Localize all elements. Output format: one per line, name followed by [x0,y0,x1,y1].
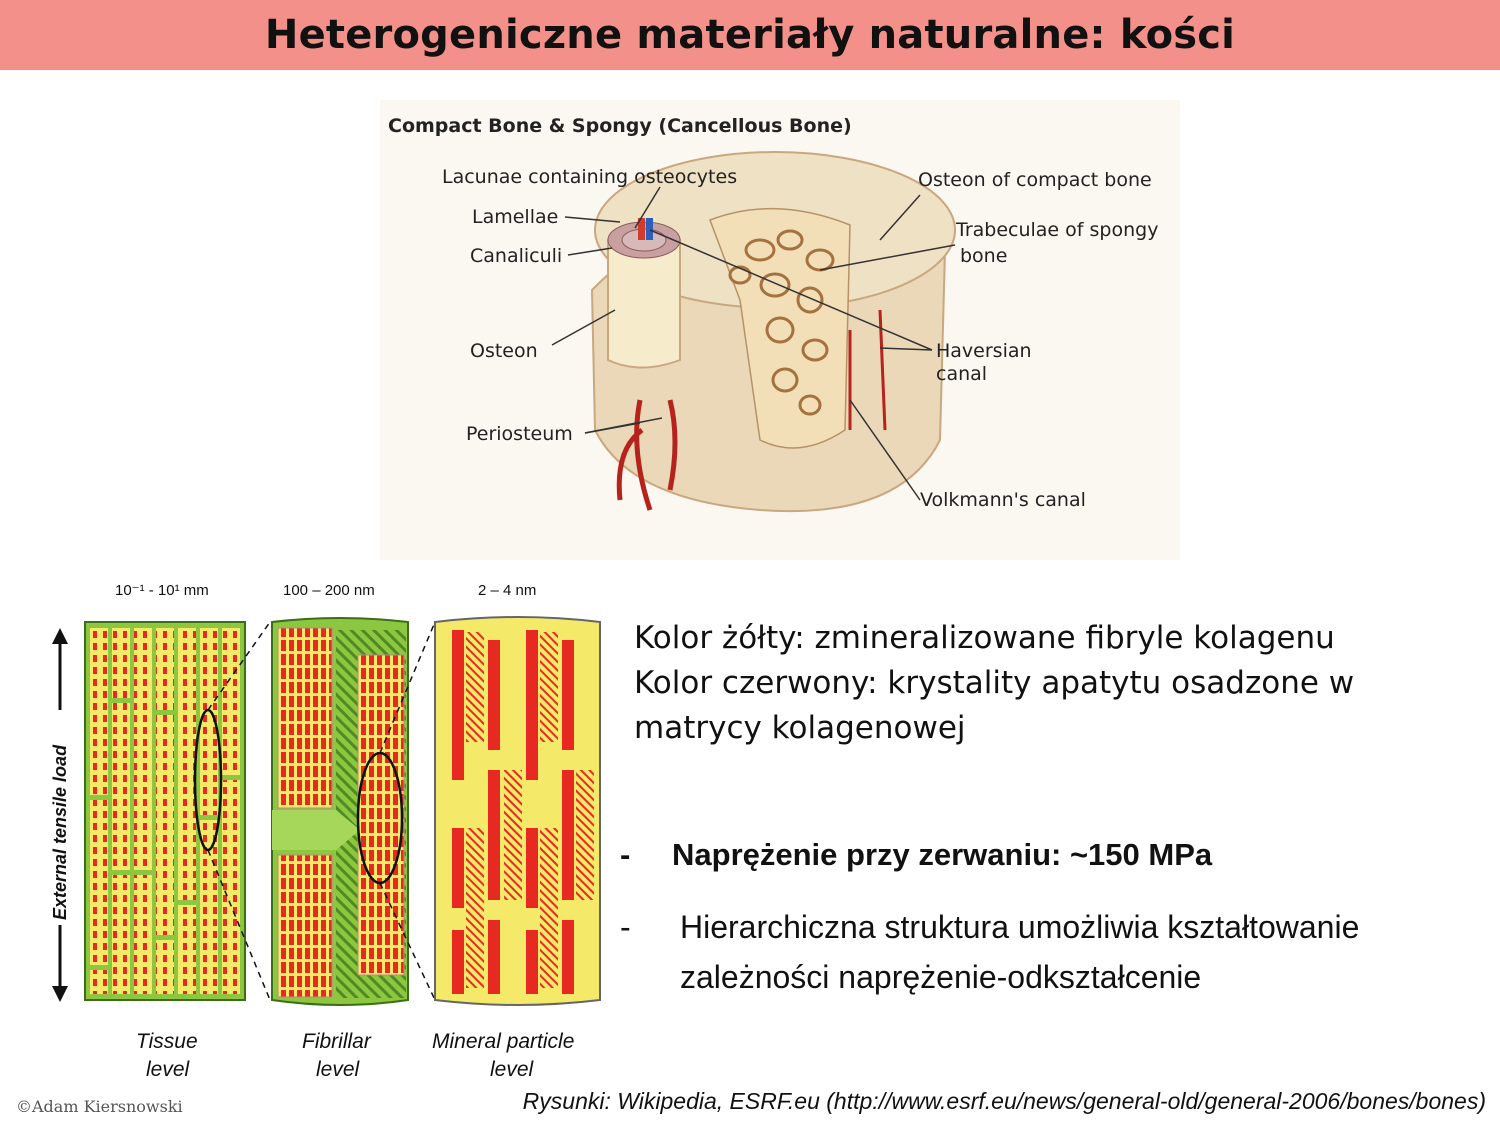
mineral-level-block [434,616,601,1006]
bullet-hierarchy-line-2: zależności naprężenie-odkształcenie [680,959,1202,995]
scale-tissue: 10⁻¹ - 10¹ mm [115,582,209,599]
label-trabeculae-2: bone [960,245,1007,267]
legend-line-1: Kolor żółty: zmineralizowane fibryle kol… [634,620,1335,656]
level-mineral-2: level [490,1058,535,1081]
image-source: Rysunki: Wikipedia, ESRF.eu (http://www.… [522,1088,1486,1114]
level-fibrillar-2: level [316,1058,361,1081]
scale-mineral: 2 – 4 nm [478,582,536,599]
label-haversian-1: Haversian [936,340,1032,362]
label-periosteum: Periosteum [466,423,573,445]
legend-line-2: Kolor czerwony: krystality apatytu osadz… [634,665,1355,701]
label-osteon: Osteon [470,340,538,362]
level-tissue-2: level [146,1058,191,1081]
tissue-level-block [84,621,246,1001]
bone-figure-heading: Compact Bone & Spongy (Cancellous Bone) [388,115,852,137]
bullet-dash: - [620,909,631,945]
label-trabeculae-1: Trabeculae of spongy [955,219,1158,241]
load-label: External tensile load [50,744,70,920]
bullet-hierarchy-line-1: Hierarchiczna struktura umożliwia kształ… [680,909,1360,945]
label-osteon-compact: Osteon of compact bone [918,169,1152,191]
level-fibrillar-1: Fibrillar [302,1030,372,1053]
bullet-hierarchy: - Hierarchiczna struktura umożliwia kszt… [620,902,1490,1002]
scale-fibrillar: 100 – 200 nm [283,582,375,599]
color-legend: Kolor żółty: zmineralizowane fibryle kol… [634,616,1484,751]
level-tissue-1: Tissue [136,1030,198,1053]
title-bar: Heterogeniczne materiały naturalne: kośc… [0,0,1500,70]
label-canaliculi: Canaliculi [470,245,562,267]
bullet-strength: - Naprężenie przy zerwaniu: ~150 MPa [620,830,1490,880]
label-haversian-2: canal [936,363,987,385]
copyright-notice: ©Adam Kiersnowski [16,1097,183,1116]
hierarchy-diagram: 10⁻¹ - 10¹ mm 100 – 200 nm 2 – 4 nm Exte… [48,582,601,1081]
label-lamellae: Lamellae [472,206,558,228]
label-lacunae: Lacunae containing osteocytes [442,166,737,188]
bullet-strength-text: Naprężenie przy zerwaniu: ~150 MPa [672,837,1213,872]
bullet-list: - Naprężenie przy zerwaniu: ~150 MPa - H… [620,830,1490,1002]
label-volkmann: Volkmann's canal [920,489,1086,511]
level-mineral-1: Mineral particle [432,1030,574,1053]
fibrillar-level-block [271,617,409,1006]
legend-line-3: matrycy kolagenowej [634,710,966,746]
bullet-dash: - [620,837,631,872]
bone-illustration: Compact Bone & Spongy (Cancellous Bone) … [380,100,1180,560]
slide-title: Heterogeniczne materiały naturalne: kośc… [264,12,1236,58]
spongy-trabeculae [728,229,835,416]
